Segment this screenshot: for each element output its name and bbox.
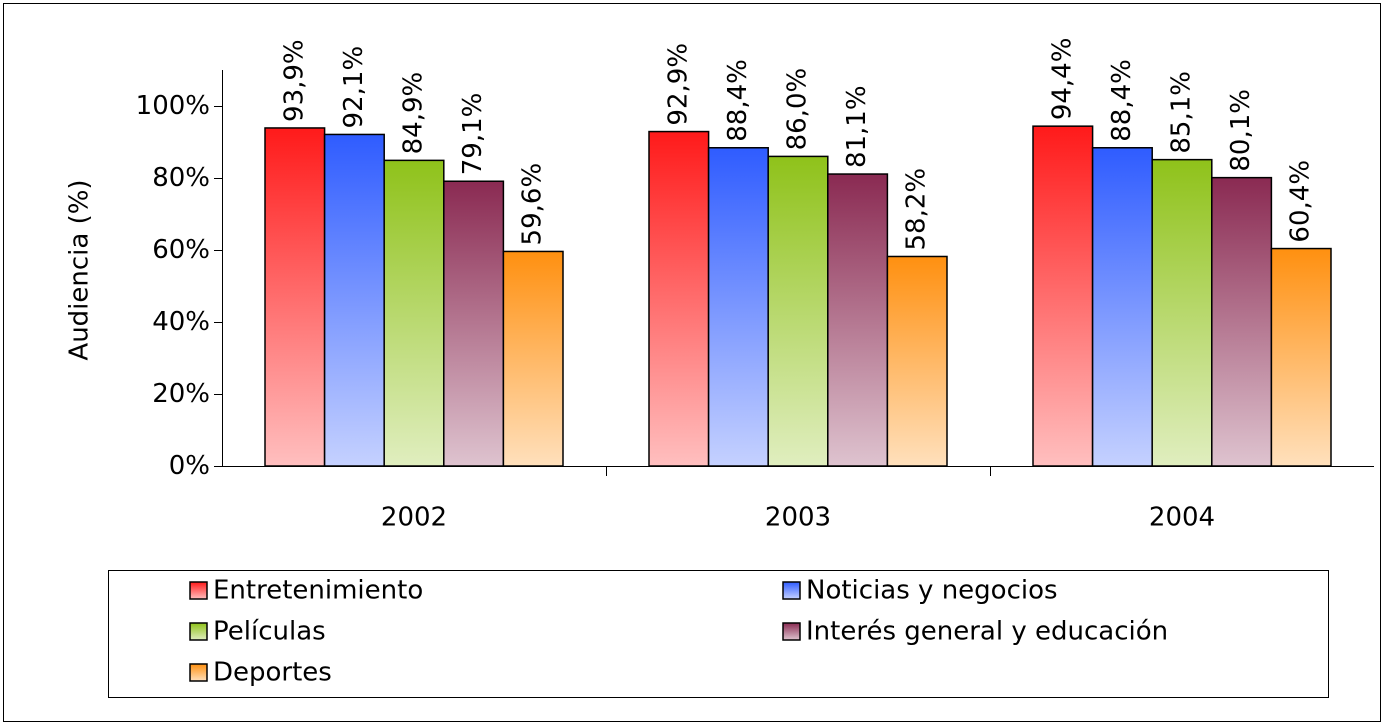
value-label: 94,4% (1047, 38, 1077, 121)
x-tick-label: 2003 (765, 503, 831, 533)
bar (443, 180, 505, 467)
bar (1032, 125, 1094, 467)
legend (108, 570, 1329, 698)
bar (886, 255, 948, 467)
y-axis-title: Audiencia (%) (65, 179, 95, 360)
bar (1151, 158, 1213, 467)
chart-border (3, 3, 1381, 722)
value-label: 59,6% (518, 163, 548, 246)
bar (323, 133, 385, 467)
bar (1270, 247, 1332, 467)
x-tick-label: 2002 (381, 503, 447, 533)
x-tick-label: 2004 (1149, 503, 1215, 533)
value-label: 92,1% (339, 46, 369, 129)
legend-swatch (189, 622, 208, 641)
value-label: 88,4% (723, 59, 753, 142)
value-label: 60,4% (1286, 160, 1316, 243)
legend-label: Deportes (213, 658, 332, 688)
legend-label: Películas (213, 617, 326, 647)
y-tick-label: 80% (152, 163, 210, 193)
value-label: 88,4% (1107, 59, 1137, 142)
value-label: 86,0% (783, 68, 813, 151)
legend-label: Noticias y negocios (806, 576, 1058, 606)
bar (648, 130, 710, 467)
bar (264, 127, 326, 467)
bar (502, 250, 564, 467)
legend-label: Entretenimiento (213, 576, 423, 606)
bar (1091, 147, 1153, 467)
legend-swatch (782, 622, 801, 641)
bar (767, 155, 829, 467)
bar (827, 173, 889, 467)
bar (383, 159, 445, 467)
value-label: 81,1% (842, 85, 872, 168)
y-tick-label: 0% (169, 451, 210, 481)
legend-swatch (189, 663, 208, 682)
value-label: 79,1% (458, 93, 488, 176)
y-tick-label: 20% (152, 379, 210, 409)
value-label: 85,1% (1167, 71, 1197, 154)
value-label: 92,9% (663, 43, 693, 126)
legend-label: Interés general y educación (806, 617, 1168, 647)
bar (1211, 176, 1273, 467)
value-label: 84,9% (399, 72, 429, 155)
y-tick-label: 100% (136, 91, 210, 121)
value-label: 58,2% (902, 168, 932, 251)
y-tick-label: 40% (152, 307, 210, 337)
value-label: 80,1% (1226, 89, 1256, 172)
legend-swatch (782, 581, 801, 600)
y-tick-label: 60% (152, 235, 210, 265)
value-label: 93,9% (279, 39, 309, 122)
legend-swatch (189, 581, 208, 600)
bar (707, 147, 769, 467)
